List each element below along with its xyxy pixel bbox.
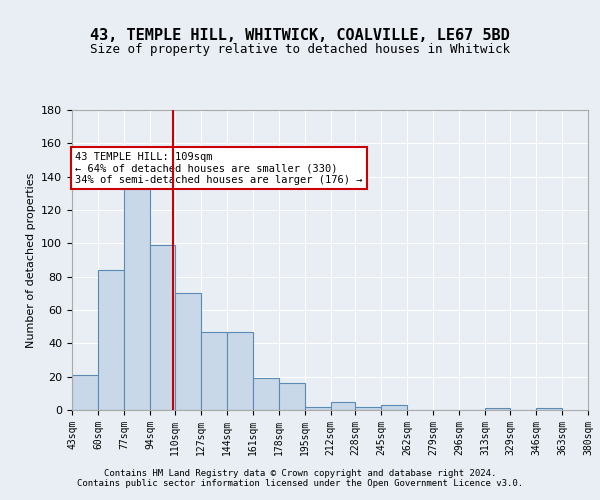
Text: Contains HM Land Registry data © Crown copyright and database right 2024.: Contains HM Land Registry data © Crown c… (104, 468, 496, 477)
Bar (355, 406, 381, 410)
Bar (98, 270, 124, 410)
Bar (279, 384, 305, 410)
Bar (253, 378, 279, 410)
Bar (175, 294, 200, 410)
Y-axis label: Number of detached properties: Number of detached properties (26, 172, 35, 348)
Bar (200, 332, 227, 410)
Text: Contains public sector information licensed under the Open Government Licence v3: Contains public sector information licen… (77, 478, 523, 488)
Bar (124, 168, 150, 410)
Text: 43 TEMPLE HILL: 109sqm
← 64% of detached houses are smaller (330)
34% of semi-de: 43 TEMPLE HILL: 109sqm ← 64% of detached… (75, 152, 362, 185)
Bar (331, 402, 355, 410)
Text: 43, TEMPLE HILL, WHITWICK, COALVILLE, LE67 5BD: 43, TEMPLE HILL, WHITWICK, COALVILLE, LE… (90, 28, 510, 42)
Bar (227, 332, 253, 410)
Bar (536, 408, 562, 410)
Bar (72, 375, 98, 410)
Bar (305, 406, 331, 410)
Bar (381, 405, 407, 410)
Text: Size of property relative to detached houses in Whitwick: Size of property relative to detached ho… (90, 42, 510, 56)
Bar (485, 408, 510, 410)
Bar (150, 245, 175, 410)
